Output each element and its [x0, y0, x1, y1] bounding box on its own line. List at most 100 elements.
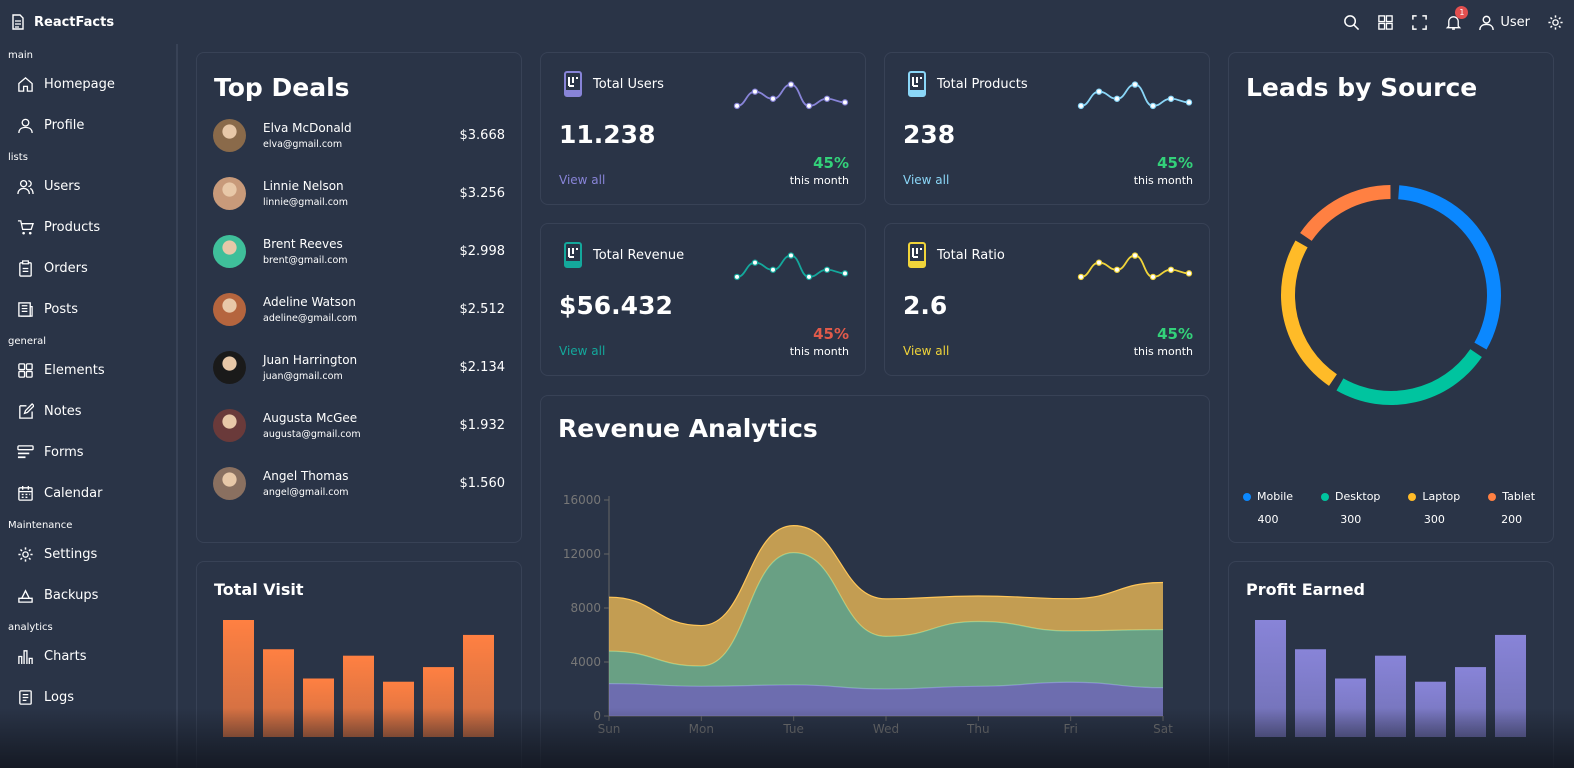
- sidebar-item-homepage[interactable]: Homepage: [0, 64, 176, 105]
- sparkline-point[interactable]: [805, 102, 813, 110]
- bar[interactable]: [463, 634, 494, 737]
- sidebar-item-logs[interactable]: Logs: [0, 677, 176, 718]
- deal-row[interactable]: Brent Reeves brent@gmail.com $2.998: [197, 222, 521, 280]
- view-all-link[interactable]: View all: [559, 344, 606, 358]
- donut-slice-desktop[interactable]: [1336, 349, 1482, 405]
- sidebar-item-backups[interactable]: Backups: [0, 575, 176, 616]
- sidebar-item-elements[interactable]: Elements: [0, 350, 176, 391]
- sparkline-point[interactable]: [1131, 81, 1139, 88]
- sparkline-point[interactable]: [769, 266, 777, 273]
- view-all-link[interactable]: View all: [559, 173, 606, 187]
- deal-name: Brent Reeves: [263, 236, 343, 251]
- user-menu[interactable]: User: [1478, 14, 1530, 31]
- deal-info: Linnie Nelson linnie@gmail.com: [263, 179, 460, 208]
- area-series-2[interactable]: [609, 552, 1163, 689]
- bar[interactable]: [1255, 620, 1286, 737]
- bar[interactable]: [223, 620, 254, 737]
- avatar: [213, 176, 246, 210]
- sparkline-point[interactable]: [1149, 273, 1157, 281]
- sidebar-item-products[interactable]: Products: [0, 207, 176, 248]
- avatar: [213, 350, 246, 384]
- notification-bell-icon[interactable]: 1: [1444, 6, 1469, 31]
- bar[interactable]: [303, 678, 334, 738]
- sparkline-point[interactable]: [751, 259, 759, 266]
- sidebar-item-notes[interactable]: Notes: [0, 391, 176, 432]
- settings-gear-icon[interactable]: [1546, 13, 1564, 31]
- sparkline-point[interactable]: [787, 81, 795, 88]
- donut-slice-mobile[interactable]: [1398, 185, 1501, 350]
- sparkline-point[interactable]: [733, 273, 741, 281]
- deal-row[interactable]: Elva McDonald elva@gmail.com $3.668: [197, 106, 521, 164]
- sparkline-point[interactable]: [1077, 102, 1085, 110]
- bar[interactable]: [1415, 681, 1446, 737]
- sidebar-item-charts[interactable]: Charts: [0, 636, 176, 677]
- sparkline-point[interactable]: [733, 102, 741, 110]
- apps-icon[interactable]: [1376, 13, 1394, 31]
- donut-slice-tablet[interactable]: [1300, 185, 1391, 241]
- sparkline-point[interactable]: [823, 266, 831, 273]
- sparkline-point[interactable]: [841, 99, 849, 106]
- sparkline-point[interactable]: [769, 95, 777, 102]
- sidebar-item-orders[interactable]: Orders: [0, 248, 176, 289]
- grid-icon: [18, 363, 33, 378]
- total-visit-box: Total Visit: [196, 561, 522, 768]
- fullscreen-icon[interactable]: [1410, 13, 1428, 31]
- cart-icon: [17, 220, 34, 235]
- deal-row[interactable]: Angel Thomas angel@gmail.com $1.560: [197, 454, 521, 512]
- sparkline-point[interactable]: [751, 88, 759, 95]
- bar[interactable]: [1455, 667, 1486, 737]
- bar[interactable]: [1335, 678, 1366, 738]
- sidebar-item-users[interactable]: Users: [0, 166, 176, 207]
- sparkline-point[interactable]: [1185, 99, 1193, 106]
- deal-name: Augusta McGee: [263, 410, 358, 425]
- deal-row[interactable]: Augusta McGee augusta@gmail.com $1.932: [197, 396, 521, 454]
- app-logo[interactable]: ReactFacts: [10, 14, 114, 30]
- area-series-1[interactable]: [609, 682, 1163, 716]
- deal-row[interactable]: Juan Harrington juan@gmail.com $2.134: [197, 338, 521, 396]
- bar[interactable]: [1295, 649, 1326, 737]
- sparkline-point[interactable]: [1095, 88, 1103, 95]
- deal-info: Augusta McGee augusta@gmail.com: [263, 411, 460, 440]
- sparkline-point[interactable]: [1167, 95, 1175, 102]
- sidebar-item-forms[interactable]: Forms: [0, 432, 176, 473]
- deal-row[interactable]: Linnie Nelson linnie@gmail.com $3.256: [197, 164, 521, 222]
- sidebar-item-label: Homepage: [44, 77, 115, 92]
- sparkline-point[interactable]: [805, 273, 813, 281]
- sparkline-point[interactable]: [1113, 266, 1121, 273]
- avatar: [213, 118, 246, 152]
- donut-slice-laptop[interactable]: [1281, 240, 1337, 386]
- view-all-link[interactable]: View all: [903, 173, 950, 187]
- bar[interactable]: [383, 681, 414, 737]
- bar[interactable]: [1495, 634, 1526, 737]
- bar[interactable]: [423, 667, 454, 737]
- sparkline-point[interactable]: [1113, 95, 1121, 102]
- sparkline-point[interactable]: [841, 270, 849, 277]
- sidebar-item-posts[interactable]: Posts: [0, 289, 176, 330]
- y-tick-label: 4000: [570, 655, 601, 669]
- sidebar-item-settings[interactable]: Settings: [0, 534, 176, 575]
- sparkline-point[interactable]: [1185, 270, 1193, 277]
- users-icon: [17, 179, 34, 195]
- app-title: ReactFacts: [34, 14, 115, 30]
- bar[interactable]: [263, 649, 294, 737]
- sparkline-point[interactable]: [1167, 266, 1175, 273]
- deal-row[interactable]: Adeline Watson adeline@gmail.com $2.512: [197, 280, 521, 338]
- sparkline-point[interactable]: [1077, 273, 1085, 281]
- sparkline-point[interactable]: [1149, 102, 1157, 110]
- area-series-3[interactable]: [609, 525, 1163, 667]
- legend-value: 300: [1340, 513, 1362, 526]
- bar[interactable]: [1375, 655, 1406, 737]
- sparkline-point[interactable]: [787, 252, 795, 259]
- sidebar-item-label: Settings: [44, 547, 98, 562]
- sparkline-point[interactable]: [1095, 259, 1103, 266]
- stat-percent: 45%: [1157, 154, 1193, 172]
- sidebar-item-profile[interactable]: Profile: [0, 105, 176, 146]
- sidebar-item-calendar[interactable]: Calendar: [0, 473, 176, 514]
- search-icon[interactable]: [1342, 13, 1360, 31]
- bar[interactable]: [343, 655, 374, 737]
- deal-amount: $2.512: [459, 301, 506, 317]
- view-all-link[interactable]: View all: [903, 344, 950, 358]
- gear-icon: [18, 547, 33, 562]
- sparkline-point[interactable]: [1131, 252, 1139, 259]
- sparkline-point[interactable]: [823, 95, 831, 102]
